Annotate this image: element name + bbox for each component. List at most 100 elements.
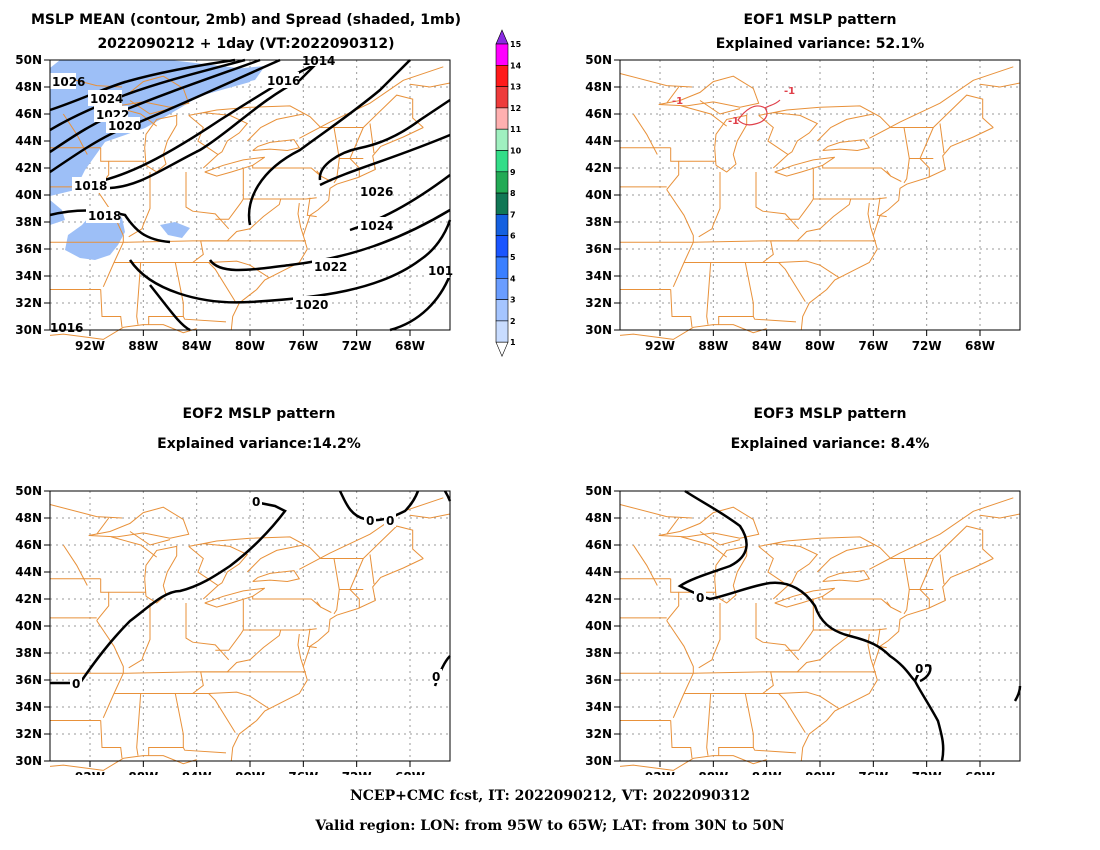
lon-tick-label: 76W bbox=[288, 339, 318, 353]
map-boundary bbox=[752, 747, 797, 754]
map-boundary bbox=[666, 620, 694, 719]
map-boundary bbox=[886, 170, 902, 182]
lat-tick-label: 44N bbox=[15, 565, 42, 579]
contour-label: 1016 bbox=[267, 74, 300, 88]
map-boundary bbox=[919, 127, 934, 178]
lat-tick-label: 42N bbox=[585, 592, 612, 606]
contour-label: -1 bbox=[672, 96, 683, 107]
colorbar-label: 2 bbox=[510, 317, 516, 326]
map-boundary bbox=[182, 316, 227, 323]
footer-forecast-info: NCEP+CMC fcst, IT: 2022090212, VT: 20220… bbox=[349, 788, 751, 804]
map-boundary bbox=[666, 86, 680, 104]
lon-tick-label: 76W bbox=[858, 770, 888, 775]
lon-tick-label: 84W bbox=[752, 770, 782, 775]
map-boundary bbox=[796, 629, 852, 673]
map-boundary bbox=[111, 536, 158, 558]
map-outlines bbox=[619, 497, 1021, 771]
lon-tick-label: 68W bbox=[965, 339, 995, 353]
contour-label: 1024 bbox=[360, 219, 393, 233]
map-boundary bbox=[96, 517, 110, 535]
map-boundary bbox=[619, 755, 767, 771]
colorbar-label: 15 bbox=[510, 40, 522, 49]
lat-tick-label: 36N bbox=[15, 673, 42, 687]
colorbar-swatch bbox=[495, 128, 509, 151]
lat-tick-label: 46N bbox=[15, 107, 42, 121]
colorbar-label: 14 bbox=[510, 61, 522, 70]
contour-label: 1026 bbox=[52, 75, 85, 89]
colorbar-swatch bbox=[495, 107, 509, 130]
map-boundary bbox=[144, 545, 178, 604]
map-boundary bbox=[681, 536, 728, 558]
map-boundary bbox=[778, 262, 806, 302]
map-boundary bbox=[886, 601, 902, 613]
map-boundary bbox=[772, 585, 789, 600]
map-boundary bbox=[796, 198, 852, 242]
lon-tick-label: 76W bbox=[858, 339, 888, 353]
lon-tick-label: 72W bbox=[912, 770, 942, 775]
lon-tick-label: 80W bbox=[235, 339, 265, 353]
colorbar-top-arrow bbox=[495, 29, 509, 45]
lat-tick-label: 48N bbox=[15, 511, 42, 525]
map-boundary bbox=[619, 324, 767, 340]
eof3-labels: 0 0 bbox=[694, 590, 925, 676]
colorbar-swatch bbox=[495, 256, 509, 279]
lon-axis: 92W 88W 84W 80W 76W 72W 68W bbox=[645, 330, 995, 353]
lat-tick-label: 40N bbox=[15, 619, 42, 633]
map-boundary bbox=[632, 544, 658, 586]
map-boundary bbox=[919, 558, 934, 609]
map-boundary bbox=[876, 197, 887, 218]
map-boundary bbox=[812, 599, 887, 631]
map-boundary bbox=[666, 578, 680, 621]
lat-tick-label: 36N bbox=[15, 242, 42, 256]
map-boundary bbox=[185, 172, 230, 230]
lat-tick-label: 34N bbox=[585, 269, 612, 283]
lat-tick-label: 44N bbox=[15, 134, 42, 148]
eof3-map-panel: EOF3 MSLP pattern Explained variance: 8.… bbox=[585, 406, 1022, 775]
map-boundary bbox=[192, 240, 229, 263]
map-boundary bbox=[822, 596, 892, 608]
contour-label: -1 bbox=[728, 116, 739, 127]
map-boundary bbox=[215, 198, 244, 220]
map-boundary bbox=[226, 198, 282, 242]
map-boundary bbox=[306, 628, 317, 649]
lon-tick-label: 84W bbox=[182, 339, 212, 353]
map-boundary bbox=[718, 262, 754, 325]
map-boundary bbox=[670, 289, 693, 328]
map-boundary bbox=[50, 671, 306, 674]
map-boundary bbox=[182, 747, 227, 754]
lat-tick-label: 32N bbox=[585, 296, 612, 310]
eof2-map-panel: EOF2 MSLP pattern Explained variance:14.… bbox=[15, 406, 452, 775]
map-boundary bbox=[800, 558, 994, 762]
map-boundary bbox=[619, 73, 693, 88]
map-boundary bbox=[100, 720, 123, 759]
map-boundary bbox=[246, 113, 304, 142]
lon-axis: 92W 88W 84W 80W 76W 72W 68W bbox=[645, 761, 995, 775]
contour-labels: 1026 1024 1022 1020 1018 1018 1016 1014 … bbox=[48, 54, 453, 335]
contour-label: 0 bbox=[72, 677, 80, 691]
map-boundary bbox=[230, 127, 424, 331]
lon-tick-label: 68W bbox=[395, 339, 425, 353]
map-boundary bbox=[632, 113, 658, 155]
lat-tick-label: 40N bbox=[15, 188, 42, 202]
contour-label: 0 bbox=[252, 495, 260, 509]
map-boundary bbox=[144, 114, 178, 173]
colorbar-label: 5 bbox=[510, 253, 516, 262]
map-boundary bbox=[49, 755, 197, 771]
colorbar-label: 8 bbox=[510, 189, 516, 198]
map-boundary bbox=[369, 123, 375, 154]
mean-panel-title: MSLP MEAN (contour, 2mb) and Spread (sha… bbox=[31, 12, 461, 28]
map-boundary bbox=[136, 262, 142, 325]
map-boundary bbox=[666, 517, 680, 535]
colorbar-label: 13 bbox=[510, 83, 521, 92]
map-boundary bbox=[129, 531, 171, 546]
lon-tick-label: 80W bbox=[805, 770, 835, 775]
map-boundary bbox=[96, 620, 124, 719]
map-boundary bbox=[718, 693, 754, 756]
map-boundary bbox=[755, 172, 800, 230]
lon-axis: 92W 88W 84W 80W 76W 72W 68W bbox=[75, 330, 425, 353]
colorbar-bottom-arrow bbox=[495, 341, 509, 357]
lat-tick-label: 30N bbox=[585, 323, 612, 337]
lat-tick-label: 40N bbox=[585, 188, 612, 202]
lat-tick-label: 38N bbox=[15, 646, 42, 660]
map-outlines bbox=[619, 66, 1021, 340]
